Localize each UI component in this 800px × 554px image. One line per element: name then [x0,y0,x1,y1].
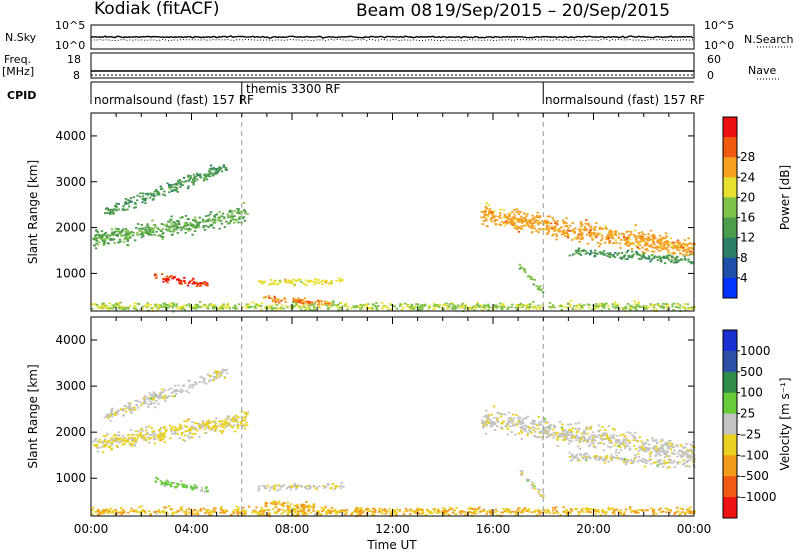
power-colorbar-label: 28 [740,150,755,164]
cpid-segment-1: normalsound (fast) 157 RF [94,93,254,107]
nave-label: Nave [748,64,777,77]
velocity-echo-band-4 [257,481,345,492]
power-echo-band-1 [92,202,249,250]
x-tick-label: 00:00 [74,522,109,536]
power-ytick-label: 1000 [55,266,86,280]
freq-panel-frame [90,52,695,79]
power-ylabel: Slant Range [km] [26,160,40,264]
velocity-echo-band-5 [264,500,327,512]
velocity-echo-band-6 [91,505,697,518]
power-echo-band-7 [480,202,696,260]
velocity-echo-band-1 [92,411,250,454]
velocity-colorbar [723,330,737,519]
power-colorbar-label: 4 [740,271,748,285]
freq-tick-top: 18 [67,53,81,66]
power-echo-band-9 [518,263,545,294]
power-echo-band-5 [262,295,332,307]
velocity-ylabel: Slant Range [km] [26,364,40,468]
velocity-ytick-label: 4000 [55,333,86,347]
velocity-colorbar-label: –25 [740,427,761,441]
nsky-trace [90,35,694,39]
velocity-echo-band-2 [103,368,229,422]
x-tick-label: 08:00 [275,522,310,536]
x-tick-label: 12:00 [375,522,410,536]
velocity-colorbar-label: 100 [740,386,763,400]
power-colorbar [723,117,737,299]
velocity-heatmap-data [91,368,697,518]
velocity-colorbar-label: –1000 [740,490,777,504]
velocity-ytick-label: 1000 [55,471,86,485]
power-echo-band-6 [91,299,696,313]
noise-tick-top-left: 10^5 [55,19,86,32]
power-echo-band-3 [153,273,209,288]
power-ytick-label: 3000 [55,175,86,189]
x-tick-label: 20:00 [576,522,611,536]
cpid-label: CPID [7,89,37,102]
velocity-echo-band-9 [519,470,545,498]
nsky-label: N.Sky [5,31,37,44]
power-colorbar-frame [722,116,738,299]
velocity-ytick-label: 2000 [55,425,86,439]
nsearch-label: N.Search [744,33,794,46]
cpid-segment-3: normalsound (fast) 157 RF [545,93,705,107]
power-colorbar-label: 16 [740,211,755,225]
cpid-segment-2: themis 3300 RF [246,82,341,96]
power-colorbar-label: 8 [740,251,748,265]
x-tick-label: 16:00 [476,522,511,536]
velocity-colorbar-frame [722,329,738,519]
velocity-ytick-label: 3000 [55,379,86,393]
freq-unit-label: [MHz] [2,65,35,78]
power-echo-band-4 [258,277,344,287]
power-colorbar-label: 20 [740,190,755,204]
velocity-colorbar-label: –500 [740,469,769,483]
velocity-colorbar-label: –100 [740,448,769,462]
power-echo-band-8 [568,247,694,265]
nave-tick-top: 60 [707,53,721,66]
velocity-echo-band-8 [568,451,696,469]
power-ytick-label: 4000 [55,129,86,143]
velocity-colorbar-label: 25 [740,407,755,421]
power-echo-band-2 [104,164,228,215]
velocity-echo-band-3 [154,476,209,493]
velocity-colorbar-title: Velocity [m s⁻¹] [778,377,792,470]
x-axis-title: Time UT [366,538,417,552]
velocity-panel-frame [90,316,695,517]
noise-tick-top-right: 10^5 [704,19,735,32]
velocity-colorbar-label: 1000 [740,344,771,358]
noise-tick-bottom-right: 10^0 [704,39,735,52]
power-heatmap-data [91,164,696,313]
power-colorbar-title: Power [dB] [778,165,792,230]
power-colorbar-label: 24 [740,170,755,184]
power-colorbar-label: 12 [740,231,755,245]
date-range: 19/Sep/2015 – 20/Sep/2015 [434,1,671,21]
beam-label: Beam 08 [356,1,433,21]
x-tick-label: 04:00 [174,522,209,536]
freq-label: Freq. [4,53,32,66]
station-title: Kodiak (fitACF) [94,0,220,19]
noise-tick-bottom-left: 10^0 [55,39,86,52]
nsearch-trace [90,38,695,42]
velocity-colorbar-label: 500 [740,365,763,379]
power-ytick-label: 2000 [55,221,86,235]
x-tick-label: 00:00 [677,522,712,536]
freq-tick-bottom: 8 [73,69,80,82]
nave-tick-bottom: 0 [707,69,714,82]
